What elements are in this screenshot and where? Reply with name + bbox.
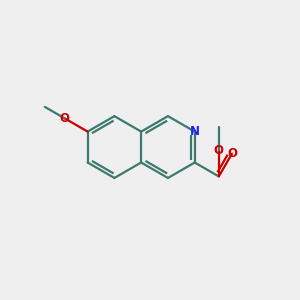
Text: O: O <box>227 147 237 160</box>
Text: O: O <box>214 144 224 157</box>
Text: O: O <box>60 112 70 125</box>
Text: N: N <box>190 125 200 138</box>
